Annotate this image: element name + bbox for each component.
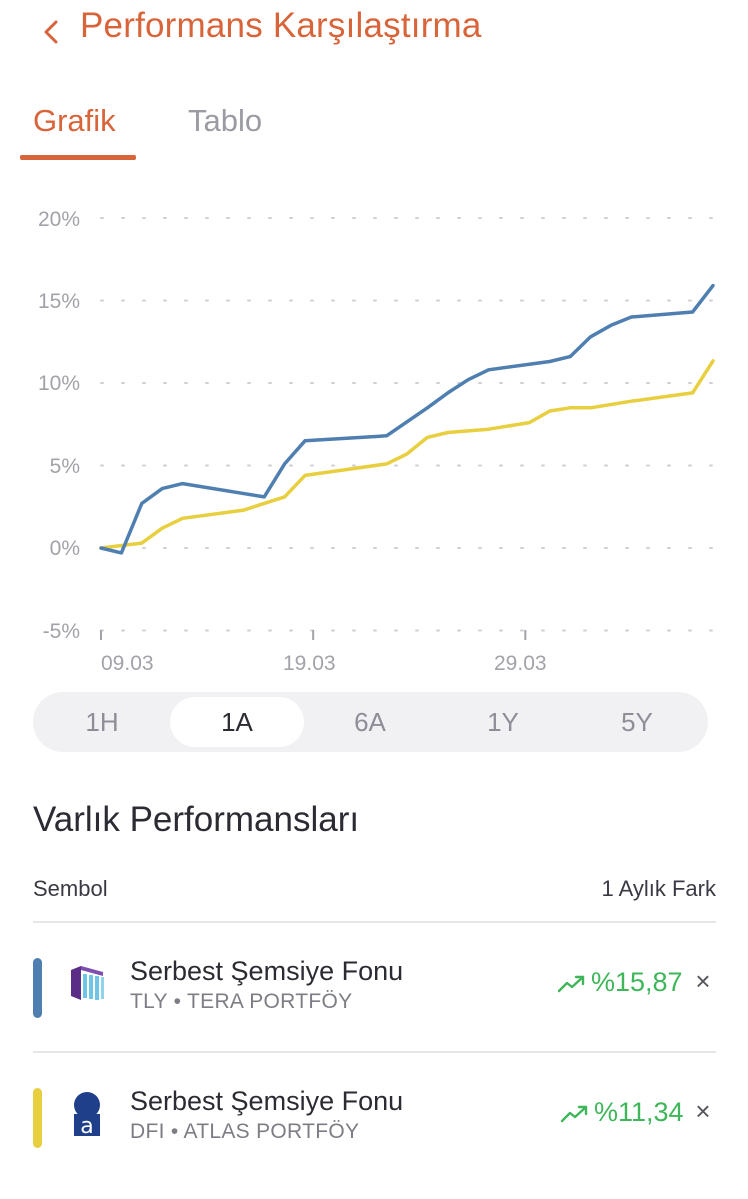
column-header-diff: 1 Aylık Fark (601, 876, 716, 901)
range-1a-button[interactable]: 1A (170, 697, 304, 747)
asset-subtitle: TLY • TERA PORTFÖY (130, 990, 353, 1013)
svg-text:a: a (80, 1114, 93, 1138)
range-1h-button[interactable]: 1H (85, 707, 119, 737)
series-color-bar (33, 1088, 42, 1148)
x-tick-label: 09.03 (101, 652, 154, 675)
remove-asset-button[interactable]: × (692, 1098, 714, 1124)
atlas-portfoy-logo: a (67, 1090, 107, 1139)
active-tab-indicator (20, 155, 136, 160)
close-icon: × (695, 1096, 711, 1126)
asset-row-dfi[interactable]: a Serbest Şemsiye Fonu DFI • ATLAS PORTF… (33, 1080, 716, 1180)
divider (33, 921, 716, 923)
chart-canvas (99, 217, 717, 640)
trending-up-icon (557, 975, 585, 993)
y-tick-label: 15% (37, 290, 80, 313)
performance-value: %11,34 (594, 1097, 684, 1127)
x-tick-label: 29.03 (494, 652, 547, 675)
asset-name: Serbest Şemsiye Fonu (130, 956, 404, 986)
y-tick-label: 20% (37, 208, 80, 231)
range-6a-button[interactable]: 6A (354, 707, 386, 737)
tab-bar: Grafik Tablo (0, 95, 748, 165)
range-selector: 1H 1A 6A 1Y 5Y (33, 692, 708, 752)
tera-portfoy-logo (67, 960, 107, 1004)
table-header: Sembol 1 Aylık Fark (33, 876, 716, 906)
y-tick-label: 10% (37, 372, 80, 395)
close-icon: × (695, 966, 711, 996)
trending-up-icon (560, 1105, 588, 1123)
series-line-dfi (99, 359, 715, 550)
page-title: Performans Karşılaştırma (80, 6, 482, 45)
y-tick-label: -5% (42, 620, 80, 643)
x-axis-ticks (100, 630, 527, 640)
remove-asset-button[interactable]: × (692, 968, 714, 994)
performance-chart: 20% 15% 10% 5% 0% -5% 09.03 19.03 29.03 (0, 190, 748, 690)
series-color-bar (33, 958, 42, 1018)
y-tick-label: 0% (49, 537, 80, 560)
divider (33, 1051, 716, 1053)
asset-subtitle: DFI • ATLAS PORTFÖY (130, 1120, 360, 1143)
x-tick-label: 19.03 (283, 652, 336, 675)
back-button[interactable] (36, 12, 68, 52)
range-5y-button[interactable]: 5Y (621, 707, 653, 737)
header: Performans Karşılaştırma (0, 0, 748, 60)
series-line-tly (99, 283, 715, 555)
chevron-left-icon (44, 20, 58, 44)
chart-grid (100, 217, 717, 632)
asset-row-tly[interactable]: Serbest Şemsiye Fonu TLY • TERA PORTFÖY … (33, 950, 716, 1050)
tab-tablo[interactable]: Tablo (188, 103, 263, 138)
asset-name: Serbest Şemsiye Fonu (130, 1086, 404, 1116)
performance-value: %15,87 (591, 967, 683, 997)
section-title: Varlık Performansları (33, 800, 360, 839)
y-tick-label: 5% (49, 455, 80, 478)
range-1y-button[interactable]: 1Y (487, 707, 519, 737)
tab-grafik[interactable]: Grafik (33, 103, 116, 138)
column-header-symbol: Sembol (33, 876, 108, 901)
chart-series (99, 283, 715, 555)
